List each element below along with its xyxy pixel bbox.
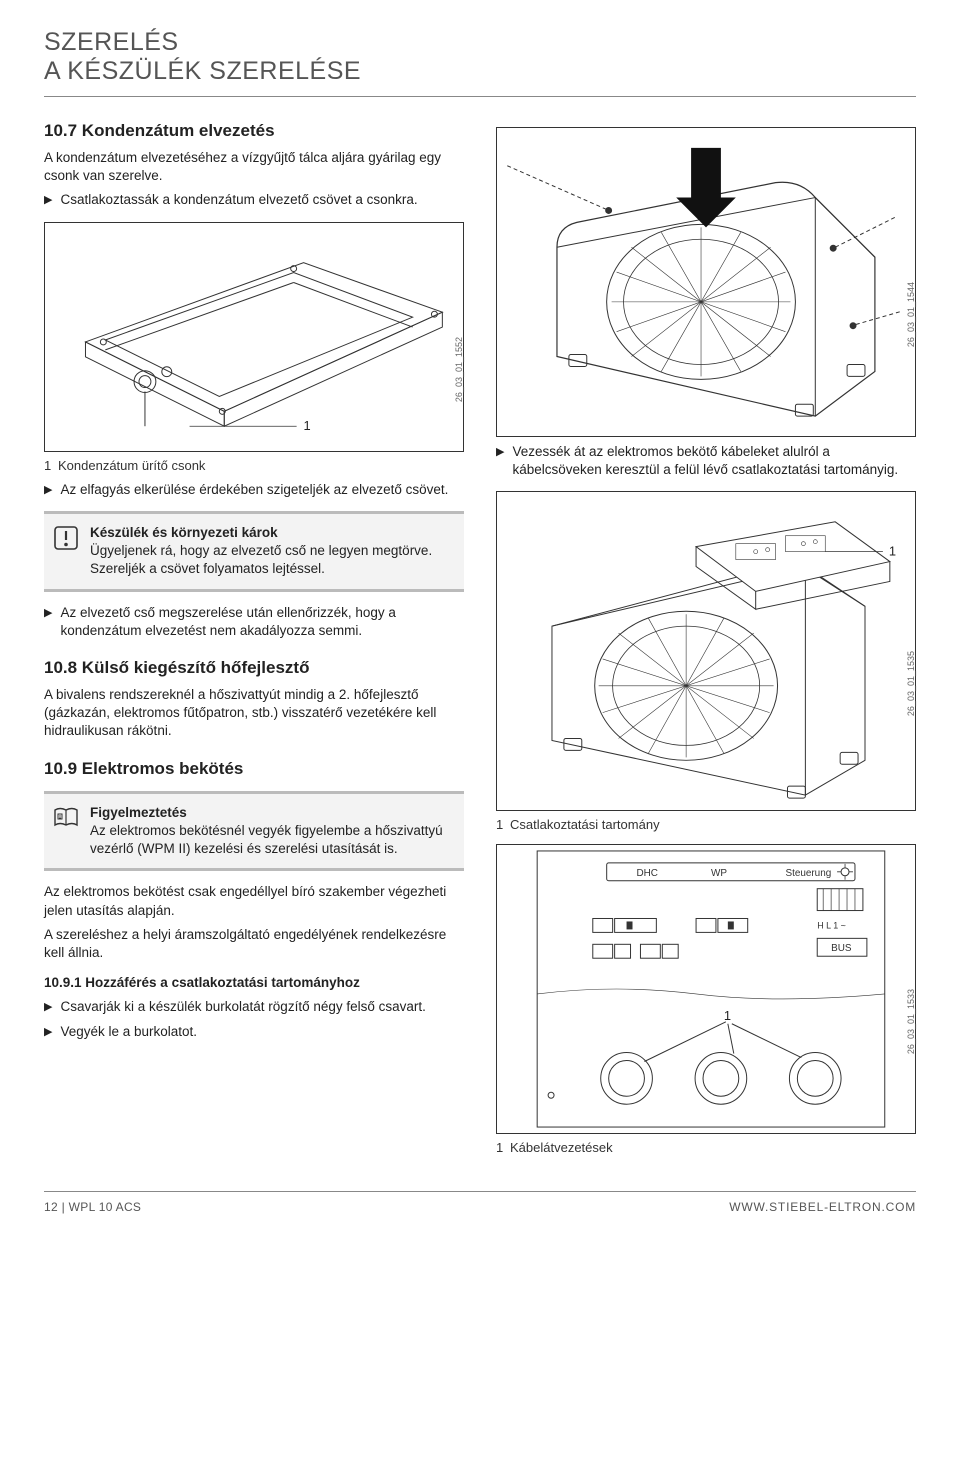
section-10-7-p1: A kondenzátum elvezetéséhez a vízgyűjtő … (44, 149, 464, 185)
figure-unit-cables: 26_03_01_1544 (496, 127, 916, 437)
section-10-7-bullet-3: ▶ Az elvezető cső megszerelése után elle… (44, 604, 464, 640)
info-body: Az elektromos bekötésnél vegyék figyelem… (90, 823, 443, 856)
figure-1-legend: 1Kondenzátum ürítő csonk (44, 458, 464, 473)
section-10-9-title: 10.9 Elektromos bekötés (44, 759, 464, 779)
figure-2-code: 26_03_01_1544 (906, 282, 916, 347)
svg-text:1: 1 (724, 1008, 731, 1023)
main-columns: 10.7 Kondenzátum elvezetés A kondenzátum… (44, 115, 916, 1163)
svg-text:1: 1 (889, 544, 896, 559)
bullet-text: Vegyék le a burkolatot. (60, 1023, 197, 1041)
section-10-8-title: 10.8 Külső kiegészítő hőfejlesztő (44, 658, 464, 678)
svg-text:WP: WP (711, 868, 727, 879)
figure-condensate-tray: 1 26_03_01_1552 (44, 222, 464, 452)
svg-text:DHC: DHC (636, 868, 658, 879)
bullet-text: Az elfagyás elkerülése érdekében szigete… (60, 481, 448, 499)
info-title: Figyelmeztetés (90, 805, 187, 820)
warning-body: Ügyeljenek rá, hogy az elvezető cső ne l… (90, 543, 432, 576)
section-10-9-p1: Az elektromos bekötést csak engedéllyel … (44, 883, 464, 919)
header-line-1: SZERELÉS (44, 28, 916, 57)
section-10-7-bullet-1: ▶ Csatlakoztassák a kondenzátum elvezető… (44, 191, 464, 209)
figure-1-svg: 1 (45, 223, 463, 451)
triangle-bullet-icon: ▶ (496, 443, 504, 479)
section-10-9-p2: A szereléshez a helyi áramszolgáltató en… (44, 926, 464, 962)
info-box: Figyelmeztetés Az elektromos bekötésnél … (44, 791, 464, 872)
info-text: Figyelmeztetés Az elektromos bekötésnél … (90, 804, 452, 859)
bullet-text: Az elvezető cső megszerelése után ellenő… (60, 604, 464, 640)
page-header: SZERELÉS A KÉSZÜLÉK SZERELÉSE (44, 28, 916, 86)
bullet-text: Vezessék át az elektromos bekötő kábelek… (512, 443, 916, 479)
section-10-9-1-title: 10.9.1 Hozzáférés a csatlakoztatási tart… (44, 974, 464, 992)
triangle-bullet-icon: ▶ (44, 998, 52, 1016)
section-10-8-p1: A bivalens rendszereknél a hőszivattyút … (44, 686, 464, 741)
figure-3-code: 26_03_01_1535 (906, 651, 916, 716)
svg-text:BUS: BUS (831, 944, 852, 955)
bullet-text: Csatlakoztassák a kondenzátum elvezető c… (60, 191, 417, 209)
warning-text: Készülék és környezeti károk Ügyeljenek … (90, 524, 452, 579)
svg-text:H L 1 ~: H L 1 ~ (817, 921, 846, 931)
triangle-bullet-icon: ▶ (44, 191, 52, 209)
figure-1-code: 26_03_01_1552 (454, 337, 464, 402)
figure-terminal-panel: DHC WP Steuerung H L 1 ~ (496, 844, 916, 1134)
svg-text:1: 1 (304, 418, 311, 433)
figure-unit-top-open: 1 26_03_01_1535 (496, 491, 916, 811)
warning-title: Készülék és környezeti károk (90, 525, 278, 540)
header-line-2: A KÉSZÜLÉK SZERELÉSE (44, 57, 916, 86)
warning-icon (52, 524, 80, 579)
figure-3-svg: 1 (497, 492, 915, 810)
figure-4-legend: 1Kábelátvezetések (496, 1140, 916, 1155)
right-column: 26_03_01_1544 ▶ Vezessék át az elektromo… (496, 115, 916, 1163)
figure-2-svg (497, 128, 915, 436)
figure-4-code: 26_03_01_1533 (906, 989, 916, 1054)
book-icon (52, 804, 80, 859)
svg-text:Steuerung: Steuerung (785, 868, 831, 879)
page-footer: 12 | WPL 10 ACS WWW.STIEBEL-ELTRON.COM (44, 1191, 916, 1214)
warning-box: Készülék és környezeti károk Ügyeljenek … (44, 511, 464, 592)
page: SZERELÉS A KÉSZÜLÉK SZERELÉSE 10.7 Konde… (0, 0, 960, 1234)
figure-3-legend: 1Csatlakoztatási tartomány (496, 817, 916, 832)
section-10-9-1-bullet-1: ▶ Csavarják ki a készülék burkolatát rög… (44, 998, 464, 1016)
right-bullet-1: ▶ Vezessék át az elektromos bekötő kábel… (496, 443, 916, 479)
header-rule (44, 96, 916, 97)
triangle-bullet-icon: ▶ (44, 481, 52, 499)
footer-page: 12 | WPL 10 ACS (44, 1200, 141, 1214)
section-10-7-title: 10.7 Kondenzátum elvezetés (44, 121, 464, 141)
triangle-bullet-icon: ▶ (44, 604, 52, 640)
left-column: 10.7 Kondenzátum elvezetés A kondenzátum… (44, 115, 464, 1163)
section-10-9-1-bullet-2: ▶ Vegyék le a burkolatot. (44, 1023, 464, 1041)
triangle-bullet-icon: ▶ (44, 1023, 52, 1041)
section-10-7-bullet-2: ▶ Az elfagyás elkerülése érdekében szige… (44, 481, 464, 499)
figure-4-svg: DHC WP Steuerung H L 1 ~ (497, 845, 915, 1133)
footer-site: WWW.STIEBEL-ELTRON.COM (729, 1200, 916, 1214)
bullet-text: Csavarják ki a készülék burkolatát rögzí… (60, 998, 425, 1016)
